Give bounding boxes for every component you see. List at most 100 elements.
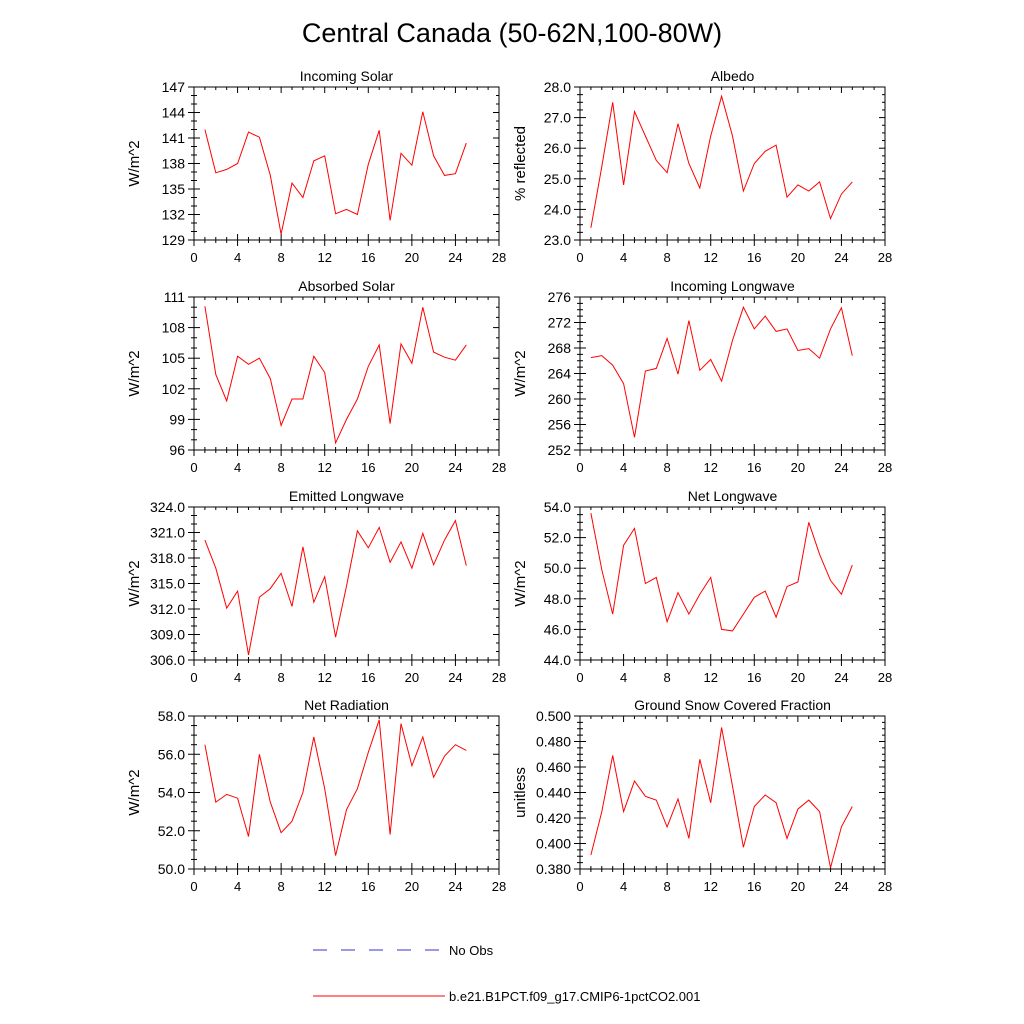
y-axis-label: W/m^2 [512, 350, 529, 396]
y-tick-label: 0.460 [536, 759, 571, 775]
x-tick-label: 0 [576, 460, 583, 475]
x-tick-label: 20 [791, 460, 805, 475]
y-tick-label: 25.0 [544, 171, 571, 187]
panels-group: Incoming Solar W/m^2 0 4 8 12 16 20 24 28 129 132 13… [126, 68, 892, 894]
y-tick-label: 99 [169, 411, 185, 427]
y-tick-label: 58.0 [158, 708, 185, 724]
x-tick-label: 4 [620, 670, 627, 685]
y-tick-label: 111 [164, 289, 185, 305]
series-line [590, 727, 853, 868]
x-tick-label: 12 [317, 879, 331, 894]
panel-title: Incoming Longwave [670, 278, 795, 294]
y-tick-label: 52.0 [158, 823, 185, 839]
plot-frame [193, 86, 500, 241]
chart-panel: Ground Snow Covered Fraction unitless 0 4 8 1… [512, 697, 892, 894]
panel-title: Absorbed Solar [298, 278, 395, 294]
x-tick-label: 16 [361, 250, 375, 265]
x-tick-label: 20 [405, 250, 419, 265]
x-tick-label: 8 [278, 460, 285, 475]
legend-model-label: b.e21.B1PCT.f09_g17.CMIP6-1pctCO2.001 [449, 989, 700, 1004]
y-tick-label: 0.380 [536, 861, 571, 877]
y-axis-label: W/m^2 [126, 769, 143, 815]
y-tick-label: 0.440 [536, 785, 571, 801]
x-tick-label: 28 [492, 670, 506, 685]
y-axis-label: unitless [512, 767, 529, 818]
y-tick-label: 0.480 [536, 734, 571, 750]
panel-title: Ground Snow Covered Fraction [634, 697, 831, 713]
plot-frame [579, 86, 886, 241]
x-tick-label: 28 [878, 670, 892, 685]
x-tick-label: 12 [703, 879, 717, 894]
y-tick-label: 54.0 [544, 499, 571, 515]
series-line [590, 305, 853, 438]
y-tick-label: 46.0 [544, 621, 571, 637]
x-tick-label: 4 [620, 460, 627, 475]
panel-title: Incoming Solar [300, 68, 394, 84]
x-tick-label: 0 [190, 460, 197, 475]
y-tick-label: 147 [162, 79, 186, 95]
y-tick-label: 54.0 [158, 785, 185, 801]
x-tick-label: 16 [361, 670, 375, 685]
x-tick-label: 8 [664, 879, 671, 894]
x-tick-label: 12 [703, 460, 717, 475]
y-axis-label: W/m^2 [512, 560, 529, 606]
y-axis-label: W/m^2 [126, 140, 143, 186]
chart-panel: Emitted Longwave W/m^2 0 4 8 12 16 20 24 28 306.0 3… [126, 488, 506, 685]
x-tick-label: 24 [448, 879, 462, 894]
series-line [204, 111, 467, 235]
plot-frame [193, 296, 500, 451]
y-tick-label: 312.0 [150, 601, 185, 617]
y-tick-label: 28.0 [544, 79, 571, 95]
x-tick-label: 8 [278, 879, 285, 894]
x-tick-label: 0 [576, 670, 583, 685]
x-tick-label: 24 [448, 250, 462, 265]
y-axis-label: % reflected [512, 126, 529, 201]
x-tick-label: 28 [492, 879, 506, 894]
y-tick-label: 272 [548, 315, 572, 331]
x-tick-label: 20 [791, 670, 805, 685]
panel-title: Net Radiation [304, 697, 389, 713]
series-line [204, 519, 467, 655]
x-tick-label: 0 [190, 879, 197, 894]
chart-panel: Albedo % reflected 0 4 8 12 16 20 24 28 23.0 24.0 25… [512, 68, 892, 265]
x-tick-label: 12 [703, 250, 717, 265]
y-tick-label: 141 [162, 130, 186, 146]
x-tick-label: 28 [878, 879, 892, 894]
x-tick-label: 16 [361, 879, 375, 894]
chart-panel: Incoming Longwave W/m^2 0 4 8 12 16 20 24 28 252 25… [512, 278, 892, 475]
x-tick-label: 4 [234, 460, 241, 475]
y-tick-label: 276 [548, 289, 572, 305]
x-tick-label: 24 [834, 879, 848, 894]
y-tick-label: 129 [162, 232, 186, 248]
y-tick-label: 324.0 [150, 499, 185, 515]
chart-panel: Absorbed Solar W/m^2 0 4 8 12 16 20 24 28 96 99 102 1… [126, 278, 506, 475]
x-tick-label: 28 [492, 460, 506, 475]
x-tick-label: 24 [448, 460, 462, 475]
y-tick-label: 309.0 [150, 627, 185, 643]
series-line [590, 513, 853, 632]
x-tick-label: 8 [278, 250, 285, 265]
x-tick-label: 20 [791, 879, 805, 894]
x-tick-label: 20 [405, 460, 419, 475]
y-tick-label: 318.0 [150, 550, 185, 566]
x-tick-label: 20 [405, 879, 419, 894]
y-tick-label: 102 [162, 381, 186, 397]
x-tick-label: 4 [620, 250, 627, 265]
plot-frame [193, 715, 500, 870]
x-tick-label: 24 [834, 250, 848, 265]
x-tick-label: 24 [834, 460, 848, 475]
y-tick-label: 50.0 [158, 861, 185, 877]
x-tick-label: 20 [405, 670, 419, 685]
legend-obs-label: No Obs [449, 943, 494, 958]
x-tick-label: 12 [703, 670, 717, 685]
series-line [590, 94, 853, 228]
x-tick-label: 12 [317, 670, 331, 685]
y-tick-label: 315.0 [150, 576, 185, 592]
x-tick-label: 28 [492, 250, 506, 265]
x-tick-label: 8 [278, 670, 285, 685]
plot-frame [193, 506, 500, 661]
y-tick-label: 23.0 [544, 232, 571, 248]
x-tick-label: 24 [834, 670, 848, 685]
chart-panel: Net Radiation W/m^2 0 4 8 12 16 20 24 28 50.0 52.0 5… [126, 697, 506, 894]
x-tick-label: 0 [576, 250, 583, 265]
